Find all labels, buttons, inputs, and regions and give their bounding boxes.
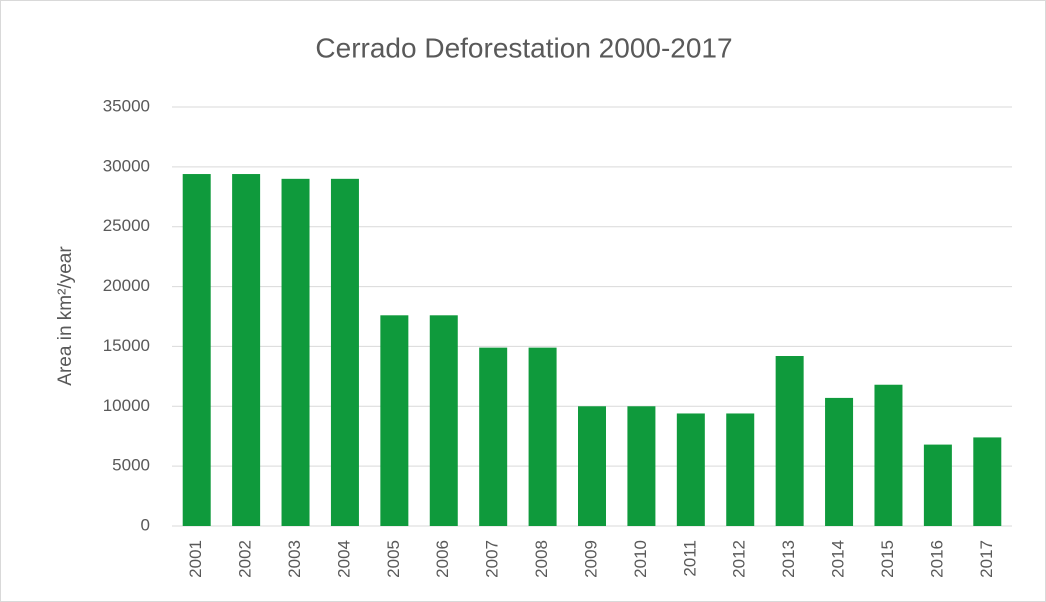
y-tick-label: 25000 bbox=[103, 216, 150, 235]
bar bbox=[726, 413, 755, 526]
y-tick-label: 0 bbox=[141, 515, 150, 534]
chart-title: Cerrado Deforestation 2000-2017 bbox=[315, 32, 732, 63]
bar bbox=[281, 178, 310, 527]
bar bbox=[380, 315, 409, 526]
y-axis-label: Area in km²/year bbox=[55, 246, 76, 386]
x-tick-label: 2016 bbox=[927, 540, 946, 578]
x-tick-label: 2003 bbox=[285, 540, 304, 578]
x-tick-label: 2017 bbox=[977, 540, 996, 578]
y-tick-label: 35000 bbox=[103, 96, 150, 115]
x-tick-label: 2009 bbox=[581, 540, 600, 578]
x-tick-label: 2014 bbox=[829, 540, 848, 578]
x-tick-label: 2006 bbox=[433, 540, 452, 578]
y-tick-label: 30000 bbox=[103, 156, 150, 175]
bar bbox=[429, 315, 458, 526]
x-tick-label: 2013 bbox=[779, 540, 798, 578]
x-tick-label: 2001 bbox=[186, 540, 205, 578]
bar bbox=[775, 356, 804, 526]
bar bbox=[528, 347, 557, 526]
y-tick-label: 20000 bbox=[103, 276, 150, 295]
y-tick-label: 10000 bbox=[103, 396, 150, 415]
y-tick-label: 15000 bbox=[103, 336, 150, 355]
x-tick-label: 2012 bbox=[730, 540, 749, 578]
bar bbox=[578, 406, 606, 526]
x-tick-label: 2015 bbox=[878, 540, 897, 578]
y-tick-label: 5000 bbox=[112, 456, 150, 475]
bar bbox=[479, 347, 508, 526]
x-tick-label: 2008 bbox=[532, 540, 551, 578]
bar bbox=[676, 413, 705, 526]
bar bbox=[874, 384, 903, 526]
bar bbox=[182, 174, 211, 527]
bar bbox=[973, 437, 1002, 526]
bar bbox=[923, 444, 952, 526]
x-tick-label: 2007 bbox=[483, 540, 502, 578]
bar bbox=[825, 397, 854, 526]
x-tick-label: 2005 bbox=[384, 540, 403, 578]
x-tick-label: 2004 bbox=[334, 540, 353, 578]
bar bbox=[232, 174, 261, 527]
bar bbox=[627, 406, 656, 526]
x-tick-label: 2002 bbox=[236, 540, 255, 578]
x-tick-label: 2010 bbox=[631, 540, 650, 578]
x-tick-label: 2011 bbox=[680, 540, 699, 577]
bar bbox=[330, 178, 359, 527]
